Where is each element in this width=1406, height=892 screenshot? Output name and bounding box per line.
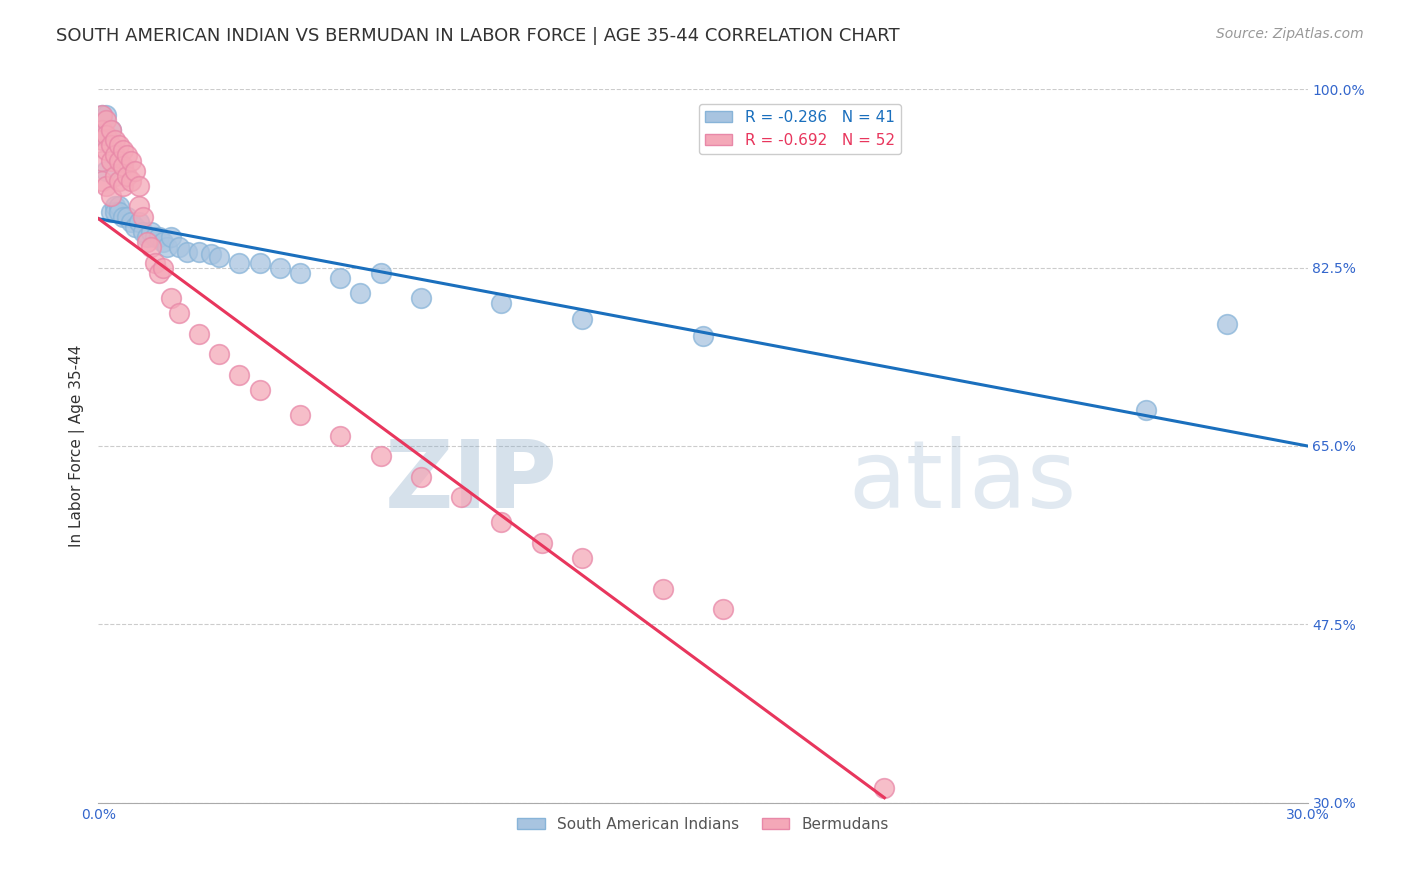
- Point: [103, 199, 125, 213]
- Point: [450, 490, 472, 504]
- Point: [120, 215, 142, 229]
- Point: [409, 291, 432, 305]
- Point: [91, 133, 114, 147]
- Point: [249, 383, 271, 397]
- Point: [873, 780, 896, 795]
- Point: [100, 138, 122, 153]
- Point: [91, 153, 114, 168]
- Point: [409, 469, 432, 483]
- Point: [124, 219, 146, 234]
- Point: [128, 179, 150, 194]
- Point: [288, 266, 311, 280]
- Point: [208, 251, 231, 265]
- Point: [1135, 403, 1157, 417]
- Point: [91, 174, 114, 188]
- Point: [208, 347, 231, 361]
- Point: [96, 163, 118, 178]
- Point: [91, 108, 114, 122]
- Point: [135, 230, 157, 244]
- Point: [188, 326, 211, 341]
- Legend: South American Indians, Bermudans: South American Indians, Bermudans: [510, 811, 896, 838]
- Point: [128, 199, 150, 213]
- Point: [571, 551, 593, 566]
- Point: [349, 286, 371, 301]
- Point: [491, 296, 513, 310]
- Point: [100, 123, 122, 137]
- Point: [160, 291, 183, 305]
- Point: [103, 133, 125, 147]
- Point: [107, 138, 129, 153]
- Point: [148, 266, 170, 280]
- Point: [228, 368, 250, 382]
- Point: [96, 144, 118, 158]
- Point: [148, 230, 170, 244]
- Point: [176, 245, 198, 260]
- Point: [228, 255, 250, 269]
- Point: [711, 602, 734, 616]
- Point: [96, 128, 118, 142]
- Point: [530, 536, 553, 550]
- Point: [96, 112, 118, 127]
- Point: [120, 153, 142, 168]
- Point: [135, 235, 157, 249]
- Point: [115, 210, 138, 224]
- Text: atlas: atlas: [848, 435, 1077, 528]
- Point: [167, 240, 190, 254]
- Point: [1216, 317, 1239, 331]
- Point: [692, 329, 714, 343]
- Point: [269, 260, 291, 275]
- Text: ZIP: ZIP: [385, 435, 558, 528]
- Point: [111, 210, 134, 224]
- Point: [103, 148, 125, 162]
- Point: [143, 255, 166, 269]
- Point: [167, 306, 190, 320]
- Point: [111, 144, 134, 158]
- Point: [115, 148, 138, 162]
- Point: [128, 215, 150, 229]
- Point: [139, 225, 162, 239]
- Point: [651, 582, 673, 596]
- Point: [370, 266, 392, 280]
- Point: [91, 123, 114, 137]
- Text: Source: ZipAtlas.com: Source: ZipAtlas.com: [1216, 27, 1364, 41]
- Point: [100, 204, 122, 219]
- Point: [143, 230, 166, 244]
- Point: [491, 516, 513, 530]
- Point: [103, 169, 125, 183]
- Point: [124, 163, 146, 178]
- Point: [103, 204, 125, 219]
- Point: [132, 210, 155, 224]
- Point: [132, 225, 155, 239]
- Point: [100, 189, 122, 203]
- Point: [200, 247, 222, 261]
- Point: [100, 123, 122, 137]
- Text: SOUTH AMERICAN INDIAN VS BERMUDAN IN LABOR FORCE | AGE 35-44 CORRELATION CHART: SOUTH AMERICAN INDIAN VS BERMUDAN IN LAB…: [56, 27, 900, 45]
- Point: [329, 429, 352, 443]
- Point: [156, 240, 179, 254]
- Point: [111, 179, 134, 194]
- Point: [370, 449, 392, 463]
- Point: [152, 260, 174, 275]
- Point: [111, 159, 134, 173]
- Point: [152, 235, 174, 249]
- Point: [249, 255, 271, 269]
- Point: [100, 153, 122, 168]
- Point: [107, 174, 129, 188]
- Point: [160, 230, 183, 244]
- Point: [91, 108, 114, 122]
- Point: [188, 245, 211, 260]
- Point: [115, 169, 138, 183]
- Point: [288, 409, 311, 423]
- Point: [96, 179, 118, 194]
- Point: [107, 153, 129, 168]
- Point: [107, 199, 129, 213]
- Point: [571, 311, 593, 326]
- Point: [329, 270, 352, 285]
- Point: [139, 240, 162, 254]
- Point: [96, 108, 118, 122]
- Point: [91, 128, 114, 142]
- Point: [107, 204, 129, 219]
- Point: [120, 174, 142, 188]
- Y-axis label: In Labor Force | Age 35-44: In Labor Force | Age 35-44: [69, 345, 84, 547]
